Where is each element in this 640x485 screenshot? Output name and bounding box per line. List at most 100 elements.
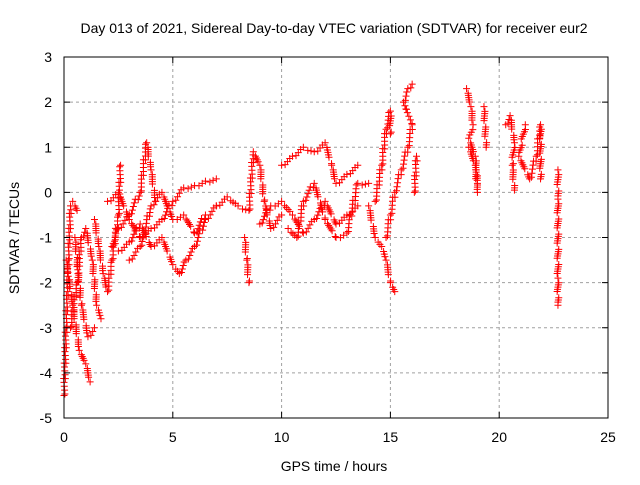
data-point — [72, 330, 80, 338]
data-point — [331, 233, 339, 241]
data-point — [410, 188, 418, 196]
data-point — [288, 152, 296, 160]
data-point — [261, 212, 269, 220]
data-point — [472, 175, 480, 183]
data-point — [299, 229, 307, 237]
data-point — [78, 353, 86, 361]
data-point — [114, 247, 122, 255]
data-point — [182, 215, 190, 223]
data-point — [303, 193, 311, 201]
data-point — [204, 214, 212, 222]
data-point — [526, 175, 534, 183]
data-point — [187, 222, 195, 230]
data-point — [465, 98, 473, 106]
data-point — [135, 192, 143, 200]
data-point — [271, 220, 279, 228]
data-point — [209, 176, 217, 184]
data-point — [147, 243, 155, 251]
x-tick-label: 10 — [274, 429, 290, 445]
data-point — [147, 224, 155, 232]
data-point — [129, 202, 137, 210]
data-point — [321, 197, 329, 205]
data-point — [408, 119, 416, 127]
data-point — [136, 243, 144, 251]
data-point — [64, 270, 72, 278]
data-point — [321, 139, 329, 147]
data-point — [199, 222, 207, 230]
data-point — [553, 224, 561, 232]
data-point — [517, 135, 525, 143]
data-point — [521, 165, 529, 173]
data-point — [286, 207, 294, 215]
data-point — [179, 261, 187, 269]
data-point — [201, 177, 209, 185]
data-point — [327, 225, 335, 233]
data-point — [84, 239, 92, 247]
data-point — [399, 164, 407, 172]
data-point — [96, 256, 104, 264]
data-point — [465, 134, 473, 142]
data-point — [394, 179, 402, 187]
data-point — [463, 85, 471, 93]
data-point — [76, 293, 84, 301]
data-point — [319, 208, 327, 216]
data-point — [154, 194, 162, 202]
data-point — [259, 190, 267, 198]
data-point — [289, 230, 297, 238]
y-tick-label: -2 — [40, 275, 53, 291]
data-point — [82, 360, 90, 368]
data-point — [256, 161, 264, 169]
data-point — [80, 356, 88, 364]
data-point — [130, 230, 138, 238]
data-point — [245, 279, 253, 287]
data-point — [168, 258, 176, 266]
data-point — [169, 261, 177, 269]
data-point — [536, 134, 544, 142]
data-point — [175, 189, 183, 197]
data-point — [267, 224, 275, 232]
data-point — [169, 197, 177, 205]
data-point — [467, 103, 475, 111]
data-point — [399, 98, 407, 106]
x-tick-label: 20 — [491, 429, 507, 445]
data-point — [75, 346, 83, 354]
data-point — [136, 188, 144, 196]
data-point — [332, 179, 340, 187]
data-point — [400, 160, 408, 168]
data-point — [400, 156, 408, 164]
data-point — [408, 80, 416, 88]
data-point — [259, 216, 267, 224]
data-point — [90, 215, 98, 223]
data-point — [125, 256, 133, 264]
data-point — [386, 130, 394, 138]
data-point — [146, 205, 154, 213]
data-point — [386, 107, 394, 115]
data-point — [262, 209, 270, 217]
data-point — [249, 148, 257, 156]
data-point — [278, 197, 286, 205]
data-point — [392, 187, 400, 195]
data-point — [554, 195, 562, 203]
data-point — [310, 148, 318, 156]
data-point — [506, 112, 514, 120]
data-point — [367, 216, 375, 224]
data-point — [278, 211, 286, 219]
data-point — [201, 211, 209, 219]
data-point — [223, 193, 231, 201]
data-point — [163, 247, 171, 255]
data-point — [402, 92, 410, 100]
data-point — [314, 211, 322, 219]
data-point — [184, 255, 192, 263]
data-point — [473, 188, 481, 196]
data-point — [194, 225, 202, 233]
data-point — [108, 256, 116, 264]
data-point — [132, 248, 140, 256]
data-point — [90, 324, 98, 332]
data-point — [509, 160, 517, 168]
data-point — [178, 265, 186, 273]
data-point — [326, 223, 334, 231]
data-point — [270, 223, 278, 231]
data-point — [128, 255, 136, 263]
data-point — [306, 183, 314, 191]
data-point — [482, 143, 490, 151]
